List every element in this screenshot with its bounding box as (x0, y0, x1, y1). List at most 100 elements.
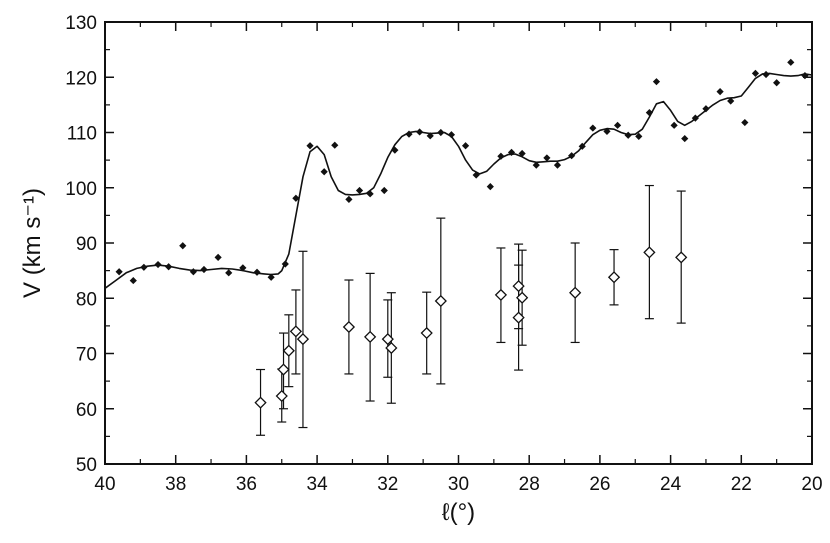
x-tick-label: 30 (448, 474, 469, 495)
open-data-point (254, 396, 267, 409)
filled-data-point (366, 190, 374, 198)
filled-data-point (691, 114, 699, 122)
filled-data-point (189, 268, 197, 276)
filled-data-point (497, 152, 505, 160)
open-data-point (643, 246, 656, 259)
x-tick-label: 26 (589, 474, 610, 495)
axes: 40 38 36 34 32 30 28 26 24 22 20 50 60 70 80 90 100 110 12… (65, 13, 822, 495)
filled-data-point (437, 128, 445, 137)
filled-data-point (472, 171, 480, 179)
filled-data-point (115, 268, 123, 276)
filled-data-point (543, 154, 551, 162)
open-data-point (385, 341, 398, 355)
fit-curve-layer (104, 72, 813, 289)
filled-data-point (391, 146, 399, 154)
y-tick-label: 130 (65, 13, 97, 34)
filled-data-point (801, 71, 809, 80)
open-point-layer (254, 246, 688, 409)
filled-data-point (214, 253, 222, 261)
x-axis-title: ℓ(°) (442, 499, 475, 526)
filled-data-point (716, 88, 724, 96)
open-data-point (289, 325, 303, 338)
filled-data-point (380, 186, 388, 195)
filled-data-point (355, 186, 364, 195)
x-tick-label: 38 (165, 474, 186, 495)
filled-data-point (603, 127, 611, 135)
filled-data-point (568, 152, 576, 160)
fit-curve (104, 72, 813, 289)
filled-data-point (225, 269, 233, 277)
open-data-point (420, 326, 433, 340)
y-tick-label: 70 (76, 345, 97, 366)
y-tick-label: 50 (76, 455, 97, 476)
filled-data-point (165, 263, 173, 271)
y-tick-label: 60 (76, 400, 97, 421)
filled-data-point (239, 264, 247, 272)
filled-data-point (645, 109, 653, 117)
error-bar-layer (256, 184, 686, 436)
filled-data-point (447, 131, 456, 139)
y-axis-title: V (km s⁻¹) (19, 188, 46, 298)
filled-data-point (681, 134, 689, 143)
filled-data-point (306, 142, 314, 150)
open-data-point (494, 288, 508, 302)
filled-point-layer (115, 58, 809, 285)
filled-data-point (154, 260, 162, 269)
filled-data-point (179, 242, 187, 250)
x-tick-label: 32 (377, 474, 398, 495)
filled-data-point (787, 58, 795, 66)
filled-data-point (281, 260, 289, 268)
filled-data-point (589, 124, 597, 132)
open-data-point (675, 251, 688, 264)
y-tick-label: 90 (76, 234, 97, 255)
filled-data-point (486, 183, 494, 191)
plot-frame (104, 21, 813, 465)
open-data-point (512, 311, 525, 324)
open-data-point (282, 344, 295, 357)
filled-data-point (416, 128, 424, 136)
x-tick-label: 34 (307, 474, 329, 495)
x-tick-label: 40 (94, 474, 115, 495)
open-data-point (342, 320, 356, 334)
filled-data-point (200, 265, 208, 274)
filled-data-point (292, 194, 300, 202)
filled-data-point (727, 97, 735, 105)
filled-data-point (553, 161, 562, 169)
y-tick-label: 80 (76, 289, 97, 310)
filled-data-point (267, 273, 275, 281)
filled-data-point (741, 118, 749, 127)
filled-data-point (751, 69, 760, 77)
filled-data-point (613, 121, 622, 129)
x-tick-label: 28 (519, 474, 540, 495)
filled-data-point (320, 168, 328, 176)
open-data-point (569, 286, 582, 299)
filled-data-point (140, 263, 148, 271)
filled-data-point (507, 148, 516, 156)
y-tick-label: 100 (65, 179, 97, 200)
filled-data-point (253, 268, 261, 276)
open-data-point (607, 271, 621, 284)
open-data-point (512, 279, 525, 293)
x-tick-label: 22 (731, 474, 752, 495)
filled-data-point (405, 130, 413, 138)
y-tick-label: 110 (67, 124, 97, 145)
open-data-point (434, 294, 447, 308)
filled-data-point (532, 161, 540, 169)
filled-data-point (518, 149, 526, 158)
filled-data-point (635, 132, 643, 140)
filled-data-point (670, 121, 678, 129)
filled-data-point (773, 79, 781, 87)
filled-data-point (345, 195, 353, 203)
filled-data-point (578, 142, 586, 150)
x-tick-label: 24 (660, 474, 682, 495)
filled-data-point (762, 70, 770, 79)
open-data-point (275, 389, 288, 403)
filled-data-point (461, 142, 470, 150)
open-data-point (381, 333, 394, 346)
filled-data-point (624, 131, 632, 139)
filled-data-point (652, 78, 661, 86)
open-data-point (277, 363, 290, 376)
filled-data-point (426, 132, 434, 140)
x-tick-label: 20 (801, 474, 822, 495)
